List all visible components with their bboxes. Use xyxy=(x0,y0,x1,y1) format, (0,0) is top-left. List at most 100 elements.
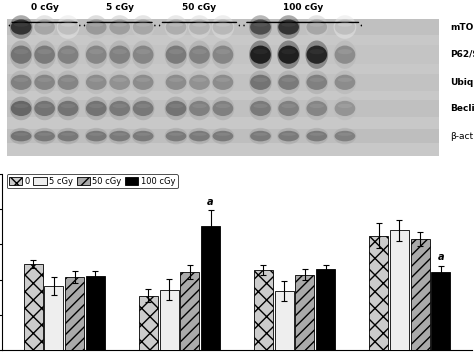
Ellipse shape xyxy=(213,101,233,116)
Ellipse shape xyxy=(278,75,299,90)
Ellipse shape xyxy=(34,131,55,141)
Ellipse shape xyxy=(216,22,230,27)
Ellipse shape xyxy=(132,128,155,144)
Ellipse shape xyxy=(37,22,52,27)
Ellipse shape xyxy=(33,70,56,94)
Ellipse shape xyxy=(213,46,233,64)
Ellipse shape xyxy=(37,49,52,54)
Ellipse shape xyxy=(133,101,154,116)
Ellipse shape xyxy=(307,101,327,116)
Ellipse shape xyxy=(211,128,234,144)
Ellipse shape xyxy=(277,128,300,144)
Ellipse shape xyxy=(58,101,78,116)
Bar xyxy=(160,290,179,350)
Ellipse shape xyxy=(164,97,187,120)
Ellipse shape xyxy=(213,19,233,35)
Ellipse shape xyxy=(277,70,300,94)
Ellipse shape xyxy=(211,97,234,120)
Ellipse shape xyxy=(37,133,52,136)
Ellipse shape xyxy=(192,78,207,82)
Ellipse shape xyxy=(136,22,150,27)
Ellipse shape xyxy=(335,75,355,90)
Ellipse shape xyxy=(169,49,183,54)
Ellipse shape xyxy=(282,22,296,27)
Bar xyxy=(410,239,429,350)
Ellipse shape xyxy=(216,49,230,54)
Ellipse shape xyxy=(282,49,296,54)
Ellipse shape xyxy=(249,128,272,144)
Ellipse shape xyxy=(133,131,154,141)
Ellipse shape xyxy=(34,46,55,64)
Ellipse shape xyxy=(305,15,328,39)
Text: 5 cGy: 5 cGy xyxy=(106,3,134,12)
Ellipse shape xyxy=(337,22,352,27)
Ellipse shape xyxy=(34,101,55,116)
Ellipse shape xyxy=(132,97,155,120)
Ellipse shape xyxy=(278,131,299,141)
Ellipse shape xyxy=(249,70,272,94)
Ellipse shape xyxy=(109,75,130,90)
Ellipse shape xyxy=(89,104,103,108)
Ellipse shape xyxy=(249,97,272,120)
Ellipse shape xyxy=(188,40,211,69)
Ellipse shape xyxy=(85,40,108,69)
Ellipse shape xyxy=(253,78,268,82)
Ellipse shape xyxy=(86,101,107,116)
Ellipse shape xyxy=(112,49,127,54)
Ellipse shape xyxy=(282,78,296,82)
Ellipse shape xyxy=(133,46,154,64)
Ellipse shape xyxy=(85,97,108,120)
Text: 100 cGy: 100 cGy xyxy=(283,3,323,12)
Ellipse shape xyxy=(282,133,296,136)
Ellipse shape xyxy=(335,19,355,35)
Ellipse shape xyxy=(310,49,324,54)
Ellipse shape xyxy=(249,15,272,39)
Ellipse shape xyxy=(189,75,210,90)
Ellipse shape xyxy=(34,75,55,90)
Ellipse shape xyxy=(337,133,352,136)
Ellipse shape xyxy=(10,40,33,69)
Ellipse shape xyxy=(166,46,186,64)
Ellipse shape xyxy=(61,22,75,27)
Ellipse shape xyxy=(192,104,207,108)
Ellipse shape xyxy=(11,101,31,116)
Ellipse shape xyxy=(250,19,271,35)
Ellipse shape xyxy=(250,46,271,64)
Ellipse shape xyxy=(166,131,186,141)
Ellipse shape xyxy=(305,97,328,120)
Ellipse shape xyxy=(334,128,356,144)
Text: 50 cGy: 50 cGy xyxy=(182,3,217,12)
Ellipse shape xyxy=(89,78,103,82)
Text: a: a xyxy=(438,252,444,262)
Ellipse shape xyxy=(11,46,31,64)
Ellipse shape xyxy=(85,128,108,144)
Bar xyxy=(316,269,335,350)
Ellipse shape xyxy=(14,133,28,136)
Ellipse shape xyxy=(57,128,80,144)
Ellipse shape xyxy=(86,46,107,64)
Ellipse shape xyxy=(337,49,352,54)
Ellipse shape xyxy=(334,97,356,120)
Ellipse shape xyxy=(33,128,56,144)
Ellipse shape xyxy=(57,15,80,39)
Ellipse shape xyxy=(109,15,131,39)
Ellipse shape xyxy=(189,46,210,64)
Ellipse shape xyxy=(136,49,150,54)
Ellipse shape xyxy=(310,22,324,27)
Ellipse shape xyxy=(192,22,207,27)
Ellipse shape xyxy=(213,131,233,141)
Ellipse shape xyxy=(253,49,268,54)
Ellipse shape xyxy=(33,97,56,120)
Ellipse shape xyxy=(136,133,150,136)
Ellipse shape xyxy=(188,70,211,94)
Ellipse shape xyxy=(58,19,78,35)
Ellipse shape xyxy=(164,15,187,39)
Ellipse shape xyxy=(310,104,324,108)
Ellipse shape xyxy=(166,75,186,90)
Ellipse shape xyxy=(307,19,327,35)
Ellipse shape xyxy=(216,78,230,82)
Ellipse shape xyxy=(305,128,328,144)
Text: a: a xyxy=(207,197,214,207)
Bar xyxy=(65,277,84,350)
Ellipse shape xyxy=(57,40,80,69)
